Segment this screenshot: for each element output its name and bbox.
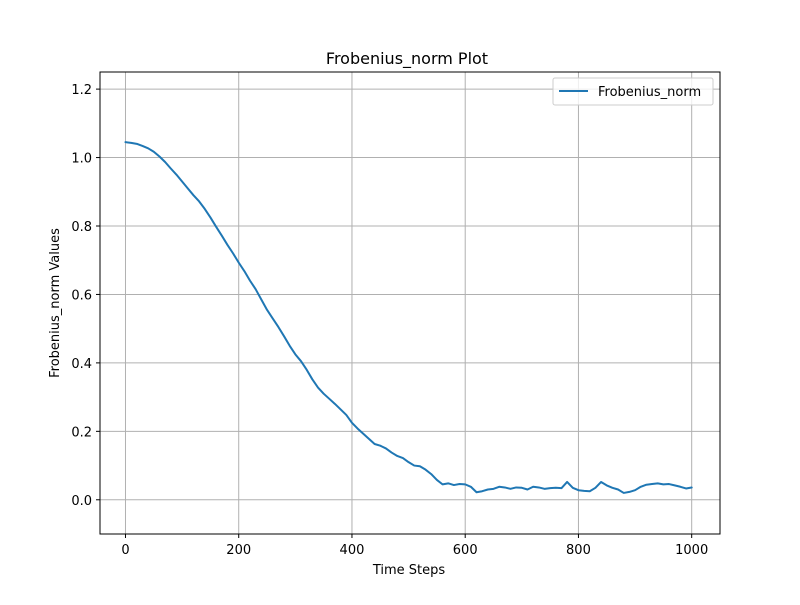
- series-layer: [124, 141, 693, 494]
- legend-box: [552, 77, 714, 106]
- chart-title: Frobenius_norm Plot: [326, 49, 488, 69]
- y-tick-label: 0.2: [71, 425, 92, 440]
- series-line-frobenius-norm: [124, 141, 693, 494]
- y-axis: 0.0 0.2 0.4 0.6 0.8 1.0 1.2: [71, 83, 100, 509]
- legend: Frobenius_norm: [552, 77, 714, 106]
- y-tick-label: 1.2: [71, 83, 92, 98]
- plot-frame: [99, 71, 721, 535]
- y-tick-label: 0.0: [71, 494, 92, 509]
- x-axis: 0 200 400 600 800 1000: [121, 534, 708, 558]
- y-axis-label: Frobenius_norm Values: [48, 228, 63, 378]
- grid: [100, 72, 720, 534]
- y-tick-label: 1.0: [71, 152, 92, 167]
- x-tick-label: 0: [121, 543, 129, 558]
- x-tick-label: 800: [566, 543, 591, 558]
- x-tick-label: 1000: [675, 543, 708, 558]
- y-tick-label: 0.6: [71, 288, 92, 303]
- y-tick-label: 0.8: [71, 220, 92, 235]
- x-tick-label: 600: [453, 543, 478, 558]
- y-tick-label: 0.4: [71, 357, 92, 372]
- x-tick-label: 400: [340, 543, 365, 558]
- x-axis-label: Time Steps: [372, 563, 446, 578]
- legend-label-frobenius-norm: Frobenius_norm: [598, 85, 701, 100]
- x-tick-label: 200: [226, 543, 251, 558]
